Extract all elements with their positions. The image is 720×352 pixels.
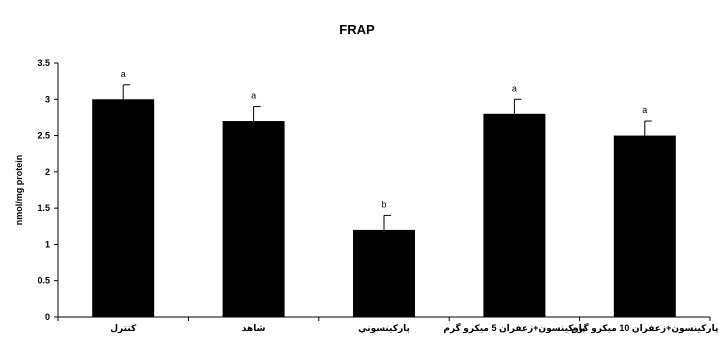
chart-title: FRAP	[339, 22, 375, 37]
y-tick-label: 2.5	[37, 131, 50, 141]
x-tick-label: پاركينسون+زعفران 5 ميكرو گرم	[443, 322, 585, 334]
x-tick-label: پاركينسون+زعفران 10 ميكرو گرم	[571, 322, 718, 334]
bar	[483, 113, 546, 317]
significance-label: b	[381, 199, 386, 209]
bar	[353, 229, 415, 317]
x-tick-label: كنترل	[110, 323, 137, 334]
significance-label: a	[642, 105, 647, 115]
bar	[613, 135, 676, 317]
x-tick-label: شاهد	[242, 323, 266, 333]
y-tick-label: 0.5	[37, 276, 50, 286]
y-axis-label: nmol/mg protein	[14, 155, 24, 226]
bar	[92, 99, 155, 318]
y-tick-label: 1	[45, 239, 50, 249]
x-tick-label: پاركينسوني	[358, 323, 410, 334]
y-tick-label: 3	[45, 94, 50, 104]
significance-label: a	[121, 69, 126, 79]
significance-label: a	[512, 83, 517, 93]
significance-label: a	[251, 91, 256, 101]
y-tick-label: 2	[45, 167, 50, 177]
y-tick-label: 1.5	[37, 203, 50, 213]
y-tick-label: 3.5	[37, 58, 50, 68]
bar	[222, 121, 285, 317]
y-tick-label: 0	[45, 312, 50, 322]
